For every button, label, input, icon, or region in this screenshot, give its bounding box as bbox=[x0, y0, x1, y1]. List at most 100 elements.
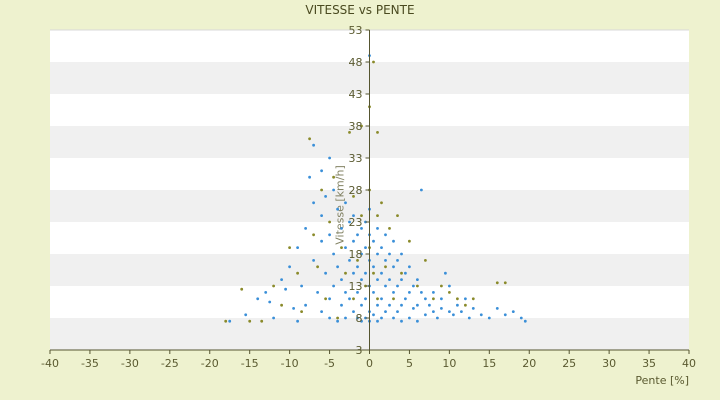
y-tick-label: 23 bbox=[349, 216, 363, 229]
data-point-blue bbox=[228, 319, 232, 323]
x-tick-label: 40 bbox=[682, 357, 696, 370]
data-point-olive bbox=[432, 297, 435, 301]
data-point-blue bbox=[384, 259, 387, 262]
data-point-olive bbox=[280, 303, 283, 307]
data-point-blue bbox=[388, 303, 391, 307]
data-point-blue bbox=[392, 291, 395, 294]
data-point-blue bbox=[340, 278, 343, 281]
data-point-blue bbox=[280, 278, 283, 281]
y-tick-label: 38 bbox=[349, 120, 363, 133]
data-point-blue bbox=[384, 310, 387, 313]
data-point-blue bbox=[344, 201, 347, 205]
data-point-blue bbox=[328, 297, 331, 301]
data-point-olive bbox=[324, 297, 327, 301]
data-point-blue bbox=[380, 271, 383, 275]
data-point-olive bbox=[376, 214, 379, 218]
data-point-blue bbox=[416, 278, 419, 281]
data-point-blue bbox=[372, 313, 375, 317]
data-point-olive bbox=[316, 265, 319, 269]
data-point-olive bbox=[356, 259, 359, 262]
x-tick-label: 25 bbox=[562, 357, 576, 370]
x-tick-label: -40 bbox=[41, 357, 59, 370]
data-point-blue bbox=[340, 303, 343, 307]
y-tick-label: 28 bbox=[349, 184, 363, 197]
data-point-olive bbox=[336, 316, 339, 320]
data-point-blue bbox=[408, 291, 411, 294]
data-point-blue bbox=[320, 169, 323, 173]
data-point-blue bbox=[487, 316, 491, 320]
data-point-blue bbox=[312, 259, 315, 262]
data-point-blue bbox=[268, 300, 272, 304]
data-point-blue bbox=[456, 303, 459, 307]
data-point-blue bbox=[336, 319, 339, 323]
data-point-blue bbox=[495, 307, 499, 310]
data-point-olive bbox=[352, 195, 355, 198]
data-point-blue bbox=[432, 291, 435, 294]
data-point-blue bbox=[360, 303, 363, 307]
data-point-olive bbox=[240, 287, 244, 291]
data-point-olive bbox=[400, 271, 403, 275]
data-point-olive bbox=[320, 188, 323, 192]
y-tick-label: 13 bbox=[349, 280, 363, 293]
data-point-blue bbox=[384, 233, 387, 237]
data-point-blue bbox=[292, 307, 295, 310]
x-tick-label: 5 bbox=[406, 357, 413, 370]
data-point-blue bbox=[364, 246, 367, 250]
data-point-blue bbox=[400, 303, 403, 307]
data-point-blue bbox=[352, 214, 355, 218]
data-point-blue bbox=[376, 252, 379, 256]
data-point-olive bbox=[348, 131, 351, 134]
data-point-blue bbox=[356, 291, 359, 294]
data-point-blue bbox=[372, 239, 375, 243]
data-point-blue bbox=[364, 271, 367, 275]
x-tick-label: 20 bbox=[522, 357, 536, 370]
data-point-blue bbox=[348, 297, 351, 301]
data-point-olive bbox=[248, 319, 252, 323]
y-tick-label: 43 bbox=[349, 88, 363, 101]
data-point-olive bbox=[376, 297, 379, 301]
data-point-olive bbox=[503, 281, 507, 285]
x-tick-label: -25 bbox=[161, 357, 179, 370]
data-point-olive bbox=[372, 271, 375, 275]
data-point-olive bbox=[296, 271, 299, 275]
data-point-blue bbox=[392, 239, 395, 243]
data-point-blue bbox=[404, 271, 407, 275]
data-point-blue bbox=[392, 316, 395, 320]
data-point-olive bbox=[308, 137, 311, 141]
data-point-olive bbox=[384, 265, 387, 269]
data-point-olive bbox=[272, 284, 275, 288]
y-axis-label: Vitesse [km/h] bbox=[334, 165, 347, 245]
data-point-olive bbox=[352, 297, 355, 301]
data-point-olive bbox=[328, 220, 331, 224]
data-point-blue bbox=[324, 271, 327, 275]
data-point-blue bbox=[364, 297, 367, 301]
data-point-blue bbox=[376, 278, 379, 281]
data-point-blue bbox=[320, 310, 323, 313]
data-point-blue bbox=[460, 310, 463, 313]
y-axis-label-group: Vitesse [km/h] bbox=[334, 165, 347, 245]
data-point-blue bbox=[408, 316, 411, 320]
data-point-olive bbox=[424, 259, 427, 262]
data-point-olive bbox=[312, 233, 315, 237]
data-point-blue bbox=[404, 297, 407, 301]
data-point-blue bbox=[356, 233, 359, 237]
data-point-olive bbox=[408, 239, 411, 243]
data-point-blue bbox=[424, 313, 427, 317]
data-point-blue bbox=[372, 291, 375, 294]
data-point-blue bbox=[440, 297, 443, 301]
data-point-blue bbox=[344, 316, 347, 320]
data-point-blue bbox=[332, 252, 335, 256]
data-point-olive bbox=[440, 284, 443, 288]
data-point-blue bbox=[272, 316, 275, 320]
y-tick-label: 48 bbox=[349, 56, 363, 69]
data-point-blue bbox=[372, 265, 375, 269]
y-tick-label: 33 bbox=[349, 152, 363, 165]
data-point-olive bbox=[372, 60, 375, 64]
data-point-blue bbox=[412, 284, 415, 288]
data-point-blue bbox=[479, 313, 483, 317]
data-point-olive bbox=[456, 297, 459, 301]
data-point-blue bbox=[312, 201, 315, 205]
